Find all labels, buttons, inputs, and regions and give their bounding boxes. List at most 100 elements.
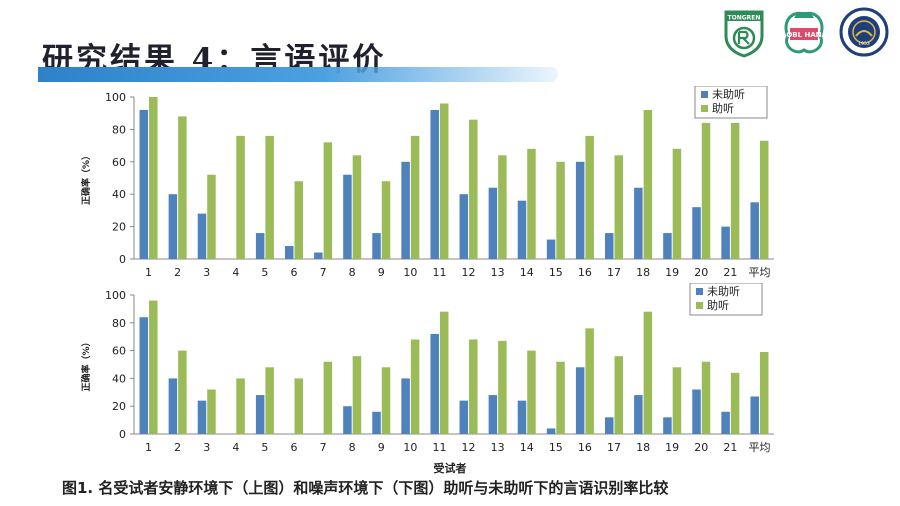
svg-text:TONGREN: TONGREN bbox=[728, 15, 761, 22]
figure-caption: 图1. 名受试者安静环境下（上图）和噪声环境下（下图）助听与未助听下的言语识别率… bbox=[62, 479, 669, 497]
bar-aided bbox=[585, 328, 594, 434]
y-tick-label: 40 bbox=[112, 188, 126, 201]
svg-text:1953: 1953 bbox=[858, 41, 870, 47]
bar-unaided bbox=[721, 411, 730, 434]
bar-aided bbox=[410, 135, 420, 259]
bar-unaided bbox=[575, 367, 585, 434]
bar-unaided bbox=[663, 417, 672, 434]
x-tick-label: 6 bbox=[291, 441, 298, 454]
bar-aided bbox=[759, 351, 769, 434]
bar-unaided bbox=[401, 378, 410, 434]
bar-aided bbox=[439, 103, 449, 259]
bar-aided bbox=[236, 135, 245, 259]
bar-aided bbox=[614, 356, 623, 434]
bar-unaided bbox=[459, 194, 469, 259]
x-tick-label: 16 bbox=[578, 441, 592, 454]
x-tick-label: 17 bbox=[607, 266, 621, 279]
x-tick-label: 12 bbox=[462, 441, 476, 454]
obl-han-logo: OBL HAN bbox=[784, 11, 824, 54]
x-tick-label: 平均 bbox=[748, 441, 770, 454]
x-tick-label: 19 bbox=[665, 266, 679, 279]
bar-unaided bbox=[605, 417, 614, 434]
x-tick-label: 3 bbox=[203, 266, 210, 279]
legend-label: 未助听 bbox=[707, 284, 740, 298]
bar-aided bbox=[701, 122, 711, 259]
bar-unaided bbox=[139, 109, 149, 260]
bar-aided bbox=[498, 155, 507, 259]
x-tick-label: 9 bbox=[378, 266, 385, 279]
bar-aided bbox=[469, 119, 478, 260]
bar-unaided bbox=[430, 109, 439, 260]
bar-aided bbox=[527, 148, 536, 259]
bar-unaided bbox=[255, 233, 265, 259]
bar-unaided bbox=[168, 194, 178, 259]
x-tick-label: 2 bbox=[174, 441, 181, 454]
bar-aided bbox=[614, 155, 623, 259]
bar-unaided bbox=[605, 233, 614, 259]
logo-group: TONGREN OBL HAN 1953 bbox=[718, 6, 890, 58]
bar-unaided bbox=[692, 389, 701, 434]
bar-unaided bbox=[750, 202, 759, 259]
bar-aided bbox=[410, 339, 420, 434]
bar-aided bbox=[207, 174, 216, 259]
x-tick-label: 9 bbox=[378, 441, 385, 454]
bar-unaided bbox=[663, 233, 672, 259]
bar-unaided bbox=[517, 200, 527, 259]
x-tick-label: 平均 bbox=[748, 266, 770, 279]
x-tick-label: 14 bbox=[520, 441, 534, 454]
bar-aided bbox=[381, 181, 391, 259]
x-tick-label: 4 bbox=[232, 266, 239, 279]
bar-aided bbox=[207, 389, 216, 434]
tongren-logo: TONGREN bbox=[724, 10, 764, 58]
x-tick-label: 17 bbox=[607, 441, 621, 454]
x-tick-label: 10 bbox=[403, 266, 417, 279]
y-tick-label: 40 bbox=[112, 372, 126, 385]
bar-unaided bbox=[197, 213, 207, 259]
legend-swatch bbox=[696, 302, 703, 309]
bar-aided bbox=[352, 155, 362, 259]
title-underline-bar bbox=[38, 67, 558, 82]
y-tick-label: 80 bbox=[112, 123, 126, 136]
bar-aided bbox=[381, 367, 391, 434]
bar-aided bbox=[730, 372, 740, 434]
bar-aided bbox=[323, 361, 333, 434]
bar-aided bbox=[643, 311, 653, 434]
university-seal-logo: 1953 bbox=[839, 7, 889, 57]
svg-text:OBL HAN: OBL HAN bbox=[786, 31, 821, 39]
x-tick-label: 8 bbox=[349, 441, 356, 454]
bar-unaided bbox=[343, 406, 352, 434]
y-axis-title: 正确率（%） bbox=[80, 337, 92, 391]
bar-unaided bbox=[197, 400, 207, 434]
bar-unaided bbox=[634, 395, 643, 434]
bar-aided bbox=[556, 361, 565, 434]
x-tick-label: 2 bbox=[174, 266, 181, 279]
x-tick-label: 10 bbox=[403, 441, 417, 454]
x-tick-label: 5 bbox=[261, 266, 268, 279]
x-tick-label: 13 bbox=[491, 266, 505, 279]
bar-unaided bbox=[139, 317, 149, 434]
y-tick-label: 20 bbox=[112, 400, 126, 413]
y-tick-label: 100 bbox=[105, 91, 126, 104]
bar-aided bbox=[759, 140, 769, 259]
x-tick-label: 1 bbox=[145, 266, 152, 279]
x-tick-label: 13 bbox=[491, 441, 505, 454]
x-tick-label: 7 bbox=[320, 266, 327, 279]
bar-aided bbox=[643, 109, 653, 260]
x-tick-label: 6 bbox=[291, 266, 298, 279]
legend-swatch bbox=[696, 288, 703, 295]
legend-label: 助听 bbox=[712, 101, 734, 115]
x-tick-label: 16 bbox=[578, 266, 592, 279]
x-tick-label: 4 bbox=[232, 441, 239, 454]
x-tick-label: 3 bbox=[203, 441, 210, 454]
y-tick-label: 100 bbox=[105, 289, 126, 302]
bar-unaided bbox=[285, 246, 294, 259]
bar-aided bbox=[556, 161, 565, 259]
bar-unaided bbox=[430, 333, 439, 434]
bar-aided bbox=[701, 361, 711, 434]
bar-unaided bbox=[372, 233, 381, 259]
bar-aided bbox=[265, 367, 274, 434]
x-tick-label: 14 bbox=[520, 266, 534, 279]
x-tick-label: 20 bbox=[694, 441, 708, 454]
